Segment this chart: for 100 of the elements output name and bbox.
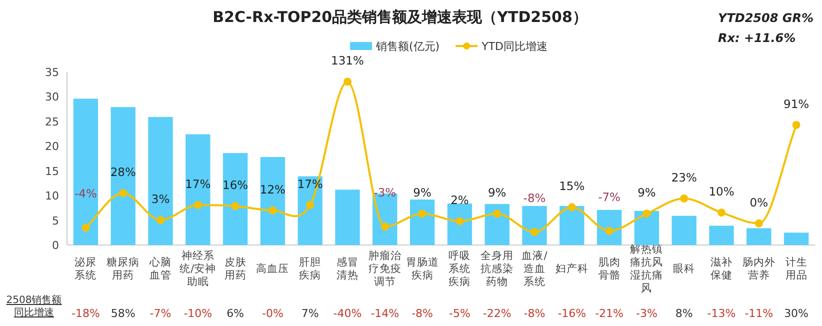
y-tick-label: 10 <box>45 190 59 203</box>
bar <box>672 216 696 245</box>
y-tick-label: 15 <box>45 164 59 178</box>
bar <box>784 232 809 245</box>
y-tick-label: 20 <box>45 140 59 154</box>
bar <box>186 134 210 245</box>
point <box>493 210 502 218</box>
legend-label: 销售额(亿元) <box>375 40 440 53</box>
bar <box>709 226 734 245</box>
text: -22% <box>482 307 512 320</box>
data-label: 10% <box>708 184 734 199</box>
x-tick-label: 肿瘤治疗免疫调节 <box>368 248 402 288</box>
point <box>268 206 277 214</box>
point <box>680 194 688 203</box>
x-tick-label: 呼吸系统疾病 <box>448 248 471 288</box>
x-tick-label: 高血压 <box>256 262 290 275</box>
y-tick-label: 25 <box>45 115 59 128</box>
data-label: 2% <box>450 193 469 208</box>
text: -5% <box>448 307 470 320</box>
text: 30% <box>784 307 809 320</box>
point <box>156 216 164 224</box>
bar <box>634 210 660 245</box>
data-label: 9% <box>488 186 506 200</box>
legend-label: YTD同比增速 <box>480 40 548 53</box>
text: -40% <box>333 307 362 320</box>
chart-title: B2C-Rx-TOP20品类销售额及增速表现（YTD2508） <box>212 8 588 26</box>
data-label: 9% <box>638 186 656 200</box>
x-tick-label: 心脑血管 <box>148 255 172 282</box>
bar <box>410 200 435 245</box>
text: -13% <box>707 307 736 320</box>
x-tick-label: 感冒清热 <box>336 255 358 282</box>
x-tick-label: 计生用品 <box>785 255 808 282</box>
text: 6% <box>226 307 244 320</box>
text: -16% <box>558 307 586 320</box>
point <box>754 219 763 228</box>
point <box>418 210 426 218</box>
data-label: -4% <box>74 186 97 201</box>
bar <box>447 203 472 245</box>
data-label: 3% <box>151 192 170 206</box>
data-label: 17% <box>185 176 211 191</box>
text: -18% <box>71 307 100 320</box>
data-label: 131% <box>331 54 364 68</box>
text: 8% <box>675 307 693 320</box>
text: -7% <box>150 307 172 320</box>
bar <box>560 206 584 245</box>
data-label: 28% <box>110 165 136 180</box>
text: -0% <box>262 307 284 320</box>
text: 58% <box>110 307 136 320</box>
x-tick-label: 神经系统/安神助眠 <box>180 248 216 288</box>
point <box>306 200 314 209</box>
point <box>194 200 202 209</box>
point <box>530 228 538 236</box>
x-tick-label: 眼科 <box>673 263 696 275</box>
data-label: 0% <box>750 195 768 210</box>
x-tick-label: 肠内外营养 <box>742 255 776 282</box>
data-label: 9% <box>413 186 432 200</box>
text: YTD2508 GR% <box>718 11 814 25</box>
x-tick-label: 胃肠道疾病 <box>406 256 439 282</box>
x-tick-label: 妇产科 <box>555 262 588 275</box>
x-tick-label: 泌尿系统 <box>74 256 97 282</box>
text: -14% <box>370 307 400 320</box>
bar <box>260 157 286 245</box>
point <box>231 202 240 210</box>
point <box>642 210 651 218</box>
data-label: 91% <box>784 96 810 111</box>
data-label: 15% <box>559 179 585 194</box>
x-tick-label: 滋补保健 <box>710 255 732 282</box>
text: -8% <box>524 307 546 320</box>
bar <box>222 153 248 245</box>
x-tick-label: 血液/造血系统 <box>522 248 548 288</box>
point <box>82 224 90 232</box>
y-tick-label: 5 <box>52 214 59 228</box>
y-tick-label: 0 <box>52 239 59 252</box>
point <box>568 203 576 212</box>
bar <box>73 98 98 245</box>
text: -21% <box>595 307 624 320</box>
y-tick-label: 30 <box>45 90 59 104</box>
bar <box>148 116 173 245</box>
bar <box>110 107 136 245</box>
x-tick-label: 皮肤用药 <box>224 255 246 282</box>
bar <box>522 206 547 245</box>
text: 2508销售额同比增速 <box>6 294 62 318</box>
point <box>605 226 614 235</box>
point <box>456 217 464 226</box>
data-label: -7% <box>598 190 621 204</box>
text: -8% <box>412 307 434 320</box>
x-tick-label: 糖尿病用药 <box>106 255 140 282</box>
point <box>718 208 726 217</box>
data-label: 12% <box>260 182 286 196</box>
data-label: 16% <box>222 178 248 192</box>
text: -10% <box>184 307 212 320</box>
data-label: -8% <box>523 191 546 206</box>
x-tick-label: 全身用抗感染药物 <box>480 250 514 288</box>
bar <box>335 190 360 245</box>
bar <box>484 204 510 245</box>
bar <box>746 228 772 245</box>
x-tick-label: 肝胆疾病 <box>299 256 322 282</box>
text: Rx: +11.6% <box>718 31 796 45</box>
point <box>119 189 128 198</box>
x-tick-label: 解热镇痛抗风湿抗痛风 <box>630 243 664 295</box>
